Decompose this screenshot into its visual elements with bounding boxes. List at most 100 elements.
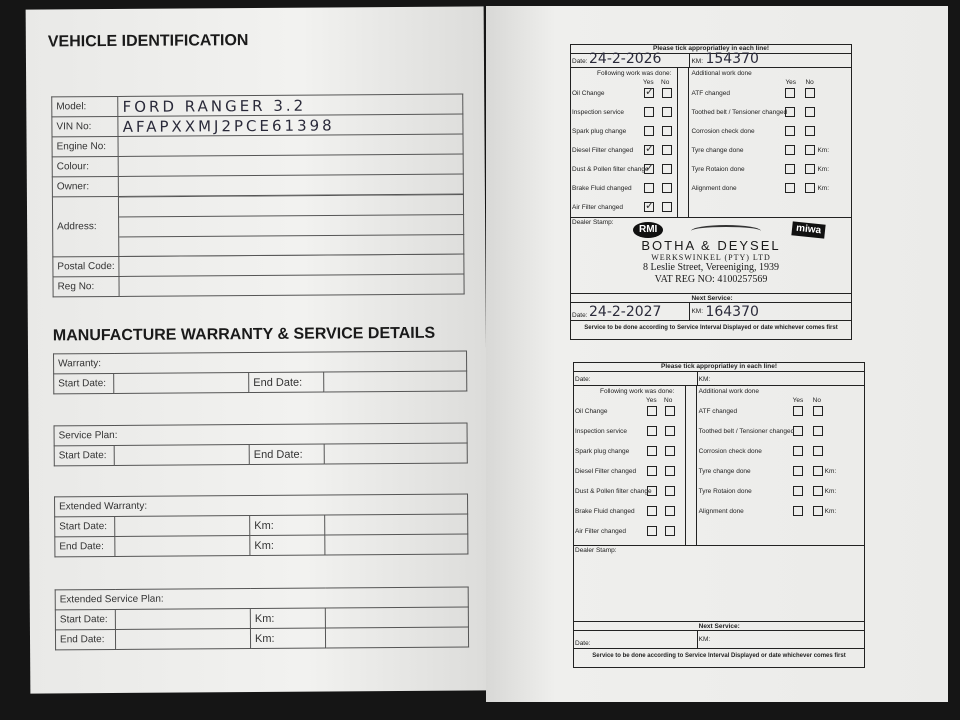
yes-checkbox[interactable] xyxy=(644,183,654,193)
yes-checkbox[interactable] xyxy=(785,107,796,117)
end-value[interactable] xyxy=(324,534,468,556)
km-value[interactable]: 154370 xyxy=(705,51,759,67)
no-checkbox[interactable] xyxy=(805,164,816,174)
no-checkbox[interactable] xyxy=(805,88,816,98)
yes-checkbox[interactable] xyxy=(792,486,803,496)
no-header: No xyxy=(664,397,673,404)
additional-item-label: Alignment done xyxy=(691,185,737,192)
no-checkbox[interactable] xyxy=(805,126,816,136)
start-value[interactable] xyxy=(113,372,249,394)
service-record-form: Please tick appropriatley in each line! D… xyxy=(573,362,865,668)
no-checkbox[interactable] xyxy=(662,202,672,212)
check-mark-icon: ✓ xyxy=(645,200,655,212)
field-label: Address: xyxy=(52,196,120,257)
yes-checkbox[interactable] xyxy=(647,486,657,496)
yes-checkbox[interactable] xyxy=(792,406,803,416)
additional-item-label: Alignment done xyxy=(698,508,744,515)
additional-item-label: Corrosion check done xyxy=(698,448,762,455)
field-value[interactable] xyxy=(118,134,464,157)
yes-checkbox[interactable] xyxy=(785,88,796,98)
no-checkbox[interactable] xyxy=(662,145,672,155)
no-checkbox[interactable] xyxy=(662,107,672,117)
work-item-label: Dust & Pollen filter change xyxy=(572,166,649,173)
start-value[interactable] xyxy=(114,535,250,557)
no-checkbox[interactable] xyxy=(812,426,823,436)
no-checkbox[interactable] xyxy=(812,446,823,456)
field-row: Address: xyxy=(52,194,464,257)
no-checkbox[interactable] xyxy=(805,107,816,117)
no-checkbox[interactable] xyxy=(665,486,675,496)
date-label: Date: xyxy=(572,58,588,65)
field-value[interactable]: AFAPXXMJ2PCE61398 xyxy=(118,114,463,137)
no-checkbox[interactable] xyxy=(662,183,672,193)
end-value[interactable] xyxy=(325,627,469,649)
next-date-label: Date: xyxy=(572,312,588,319)
yes-checkbox[interactable] xyxy=(647,466,657,476)
work-item-label: Dust & Pollen filter change xyxy=(575,488,652,495)
field-value[interactable]: FORD RANGER 3.2 xyxy=(117,94,463,117)
yes-checkbox[interactable] xyxy=(785,164,796,174)
end-value[interactable] xyxy=(324,443,468,465)
field-value[interactable] xyxy=(118,174,464,197)
yes-checkbox[interactable] xyxy=(792,506,803,516)
no-checkbox[interactable] xyxy=(665,446,675,456)
yes-checkbox[interactable] xyxy=(647,506,657,516)
start-value[interactable] xyxy=(115,628,251,650)
work-item-label: Inspection service xyxy=(572,109,625,116)
no-checkbox[interactable] xyxy=(812,406,823,416)
end-value[interactable] xyxy=(325,607,469,629)
instruction: Please tick appropriatley in each line! xyxy=(571,45,851,54)
end-value[interactable] xyxy=(323,371,467,393)
no-checkbox[interactable] xyxy=(662,88,672,98)
date-value[interactable]: 24-2-2026 xyxy=(589,51,662,67)
additional-title: Additional work done xyxy=(698,388,759,395)
next-km-label: KM: xyxy=(698,636,711,643)
yes-checkbox[interactable] xyxy=(792,466,803,476)
yes-checkbox[interactable] xyxy=(785,183,796,193)
next-km-value[interactable]: 164370 xyxy=(705,304,759,320)
no-checkbox[interactable] xyxy=(805,145,816,155)
no-checkbox[interactable] xyxy=(812,506,823,516)
km-label: Km: xyxy=(824,468,837,475)
start-value[interactable] xyxy=(115,608,251,630)
warranty-section: Service Plan: Start Date: End Date: xyxy=(54,423,468,467)
yes-checkbox[interactable] xyxy=(647,446,657,456)
start-value[interactable] xyxy=(114,444,250,466)
yes-checkbox[interactable]: ✓ xyxy=(644,162,654,174)
no-checkbox[interactable] xyxy=(662,164,672,174)
row-label: Start Date: xyxy=(54,445,115,466)
yes-checkbox[interactable] xyxy=(647,426,657,436)
yes-checkbox[interactable] xyxy=(644,107,654,117)
no-checkbox[interactable] xyxy=(805,183,816,193)
field-value[interactable] xyxy=(118,194,464,257)
yes-header: Yes xyxy=(646,397,657,404)
next-date-value[interactable]: 24-2-2027 xyxy=(589,304,662,320)
field-value[interactable] xyxy=(119,254,464,277)
no-header: No xyxy=(661,79,670,86)
yes-checkbox[interactable] xyxy=(647,406,657,416)
no-checkbox[interactable] xyxy=(662,126,672,136)
no-checkbox[interactable] xyxy=(665,426,675,436)
row-label-2: End Date: xyxy=(248,372,324,393)
end-value[interactable] xyxy=(324,514,468,536)
vehicle-identification-table: Model: FORD RANGER 3.2 VIN No: AFAPXXMJ2PCE… xyxy=(51,94,465,298)
field-value[interactable] xyxy=(118,154,464,177)
yes-checkbox[interactable]: ✓ xyxy=(644,143,654,155)
yes-checkbox[interactable] xyxy=(785,126,796,136)
yes-checkbox[interactable] xyxy=(647,526,657,536)
no-checkbox[interactable] xyxy=(665,526,675,536)
yes-checkbox[interactable] xyxy=(785,145,796,155)
row-label-2: Km: xyxy=(250,608,326,629)
start-value[interactable] xyxy=(114,515,250,537)
yes-checkbox[interactable] xyxy=(644,126,654,136)
yes-checkbox[interactable] xyxy=(792,446,803,456)
yes-checkbox[interactable] xyxy=(792,426,803,436)
no-checkbox[interactable] xyxy=(812,466,823,476)
yes-checkbox[interactable]: ✓ xyxy=(644,86,654,98)
yes-checkbox[interactable]: ✓ xyxy=(644,200,655,212)
no-checkbox[interactable] xyxy=(812,486,823,496)
no-checkbox[interactable] xyxy=(665,506,675,516)
no-checkbox[interactable] xyxy=(665,406,675,416)
no-checkbox[interactable] xyxy=(665,466,675,476)
field-value[interactable] xyxy=(119,274,465,297)
